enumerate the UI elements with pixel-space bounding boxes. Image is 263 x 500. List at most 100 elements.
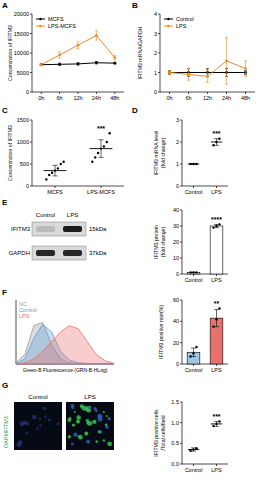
point <box>168 71 171 74</box>
x-axis <box>182 464 228 465</box>
y-tick-label: 1 <box>176 161 179 167</box>
cell <box>99 430 103 434</box>
x-tick <box>78 92 79 94</box>
y-tick <box>180 364 182 365</box>
y-axis-label: IFITM3 protein <box>153 225 159 259</box>
cell <box>76 415 81 420</box>
cell <box>103 411 105 413</box>
chart: 050010001500Concentration of IFITM3MCFSL… <box>7 117 124 195</box>
legend-marker <box>39 25 42 28</box>
y-tick <box>180 258 182 259</box>
point <box>48 174 50 176</box>
error-bar <box>191 272 196 273</box>
x-tick <box>101 186 102 188</box>
error-bar <box>95 62 98 64</box>
condition-label: Control <box>28 394 47 400</box>
area <box>16 326 114 364</box>
point <box>195 346 197 348</box>
x-tick <box>226 92 227 94</box>
y-tick <box>180 300 182 301</box>
point <box>103 145 105 147</box>
panel-label: D <box>132 106 138 115</box>
x-tick-label: 6h <box>185 95 191 101</box>
legend-line <box>36 26 45 27</box>
y-tick <box>180 274 182 275</box>
y-tick <box>180 186 182 187</box>
error-bar <box>244 61 247 77</box>
x-axis-label: Green-B Fluorescence (GRN-B-HLog) <box>23 367 108 373</box>
cell <box>26 432 29 435</box>
plot-area <box>188 138 222 166</box>
y-tick <box>180 242 182 243</box>
error-bar <box>191 348 196 357</box>
plot-area <box>188 420 222 452</box>
y-tick <box>30 53 32 54</box>
size-label: 15kDa <box>89 226 107 232</box>
legend-label: Control <box>176 16 194 22</box>
cell <box>67 418 71 422</box>
panel-label: C <box>2 106 8 115</box>
point <box>189 355 191 357</box>
cell <box>36 427 38 429</box>
panel-label: B <box>132 1 138 10</box>
y-tick-label: 0 <box>154 89 157 95</box>
point <box>195 447 197 449</box>
y-tick-label: 0 <box>26 89 29 95</box>
point <box>58 54 61 57</box>
cell <box>94 407 97 410</box>
plot-area <box>40 31 117 66</box>
y-tick <box>180 422 182 423</box>
error-bar <box>40 64 43 66</box>
y-axis <box>32 120 33 186</box>
significance: *** <box>212 413 220 420</box>
cell <box>71 443 74 446</box>
x-tick-label: LPS-MCFS <box>87 189 115 195</box>
point <box>113 62 116 65</box>
x-tick <box>193 274 194 276</box>
y-tick <box>30 120 32 121</box>
point <box>215 141 217 143</box>
y-tick-label: 0 <box>176 183 179 189</box>
cell <box>32 415 37 420</box>
cell <box>98 417 103 422</box>
y-tick-label: 0 <box>26 183 29 189</box>
y-tick <box>158 72 160 73</box>
point <box>189 450 191 452</box>
error-bar <box>187 69 190 81</box>
y-tick-label: 3 <box>154 31 157 37</box>
error-bar <box>53 165 58 176</box>
legend-marker <box>167 25 170 28</box>
y-tick <box>158 92 160 93</box>
x-tick-label: 48h <box>241 95 250 101</box>
y-tick <box>30 186 32 187</box>
point <box>40 63 43 66</box>
y-tick-label: 60 <box>173 297 179 303</box>
y-axis-label: Concentration of IFITM3 <box>7 125 13 181</box>
error-bar <box>168 71 171 75</box>
point <box>77 63 80 66</box>
y-axis <box>182 300 183 364</box>
x-tick-label: 0h <box>38 95 44 101</box>
y-axis <box>182 120 183 186</box>
lane-label: Control <box>36 212 55 218</box>
y-tick-label: 15000 <box>14 31 29 37</box>
legend-label: LPS <box>19 313 30 319</box>
mean-line <box>211 142 222 143</box>
y-tick-label: 3 <box>176 117 179 123</box>
y-tick-label: 10000 <box>14 50 29 56</box>
legend-marker <box>167 18 170 21</box>
x-tick <box>55 186 56 188</box>
cell <box>48 418 51 421</box>
panel-label: E <box>2 198 8 207</box>
x-tick-label: 24h <box>222 95 231 101</box>
x-tick <box>96 92 97 94</box>
error-bar <box>214 139 219 146</box>
y-axis-label: Concentration of IFITM3 <box>7 25 13 81</box>
y-tick <box>180 321 182 322</box>
series-line <box>41 63 115 65</box>
panel-label: G <box>2 381 8 390</box>
y-tick-label: 1.0 <box>171 420 179 426</box>
y-axis <box>182 402 183 464</box>
plot-area <box>44 132 113 181</box>
legend-label: MCFS <box>48 16 64 22</box>
